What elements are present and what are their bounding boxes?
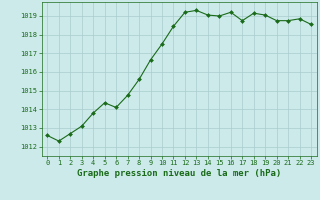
X-axis label: Graphe pression niveau de la mer (hPa): Graphe pression niveau de la mer (hPa) — [77, 169, 281, 178]
